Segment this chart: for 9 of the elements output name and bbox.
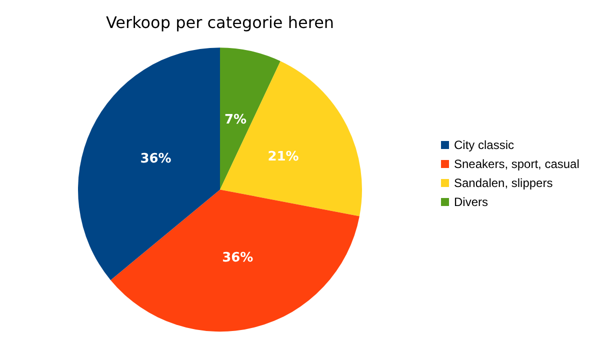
legend-label: City classic	[453, 136, 516, 154]
data-label: 7%	[224, 112, 247, 128]
data-label: 36%	[222, 250, 254, 266]
legend-label: Sneakers, sport, casual	[453, 156, 580, 172]
legend-label: Divers	[453, 194, 490, 210]
data-label: 36%	[140, 152, 172, 167]
data-label: 21%	[268, 150, 299, 165]
chart-title: Verkoop per categorie heren	[106, 12, 334, 32]
legend-label: Sandalen, slippers	[453, 174, 554, 192]
